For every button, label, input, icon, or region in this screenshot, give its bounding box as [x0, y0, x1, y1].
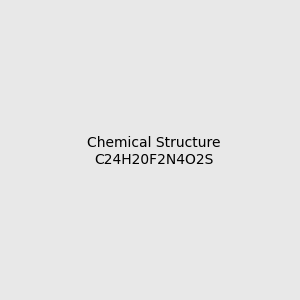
Text: Chemical Structure
C24H20F2N4O2S: Chemical Structure C24H20F2N4O2S	[87, 136, 220, 166]
